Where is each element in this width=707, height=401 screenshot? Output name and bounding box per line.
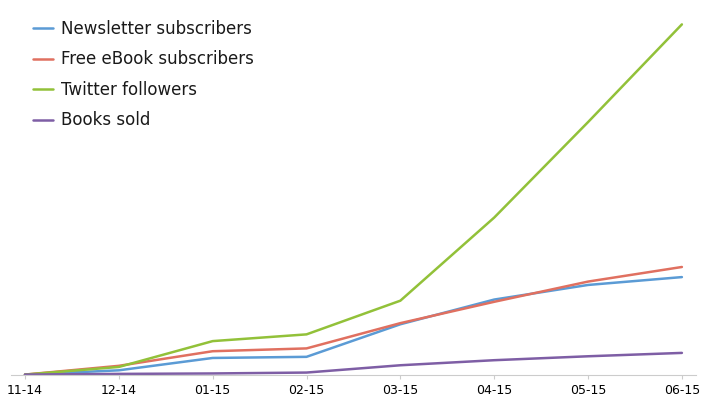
Twitter followers	[490, 215, 498, 220]
Books sold	[115, 371, 123, 376]
Newsletter subscribers	[677, 275, 686, 279]
Twitter followers	[209, 339, 217, 344]
Free eBook subscribers	[21, 372, 29, 377]
Line: Books sold: Books sold	[25, 353, 682, 375]
Free eBook subscribers	[677, 265, 686, 269]
Twitter followers	[677, 22, 686, 27]
Books sold	[677, 350, 686, 355]
Line: Free eBook subscribers: Free eBook subscribers	[25, 267, 682, 375]
Free eBook subscribers	[115, 363, 123, 368]
Free eBook subscribers	[396, 321, 404, 326]
Free eBook subscribers	[584, 279, 592, 284]
Free eBook subscribers	[209, 349, 217, 354]
Twitter followers	[21, 372, 29, 377]
Books sold	[584, 354, 592, 358]
Newsletter subscribers	[209, 356, 217, 360]
Line: Newsletter subscribers: Newsletter subscribers	[25, 277, 682, 375]
Twitter followers	[396, 298, 404, 303]
Newsletter subscribers	[396, 322, 404, 327]
Twitter followers	[584, 119, 592, 124]
Free eBook subscribers	[303, 346, 311, 351]
Legend: Newsletter subscribers, Free eBook subscribers, Twitter followers, Books sold: Newsletter subscribers, Free eBook subsc…	[33, 20, 254, 130]
Newsletter subscribers	[490, 297, 498, 302]
Twitter followers	[303, 332, 311, 337]
Books sold	[490, 358, 498, 363]
Books sold	[209, 371, 217, 376]
Twitter followers	[115, 365, 123, 369]
Line: Twitter followers: Twitter followers	[25, 24, 682, 375]
Books sold	[396, 363, 404, 368]
Books sold	[21, 372, 29, 377]
Books sold	[303, 370, 311, 375]
Free eBook subscribers	[490, 300, 498, 304]
Newsletter subscribers	[115, 368, 123, 373]
Newsletter subscribers	[21, 372, 29, 377]
Newsletter subscribers	[584, 283, 592, 288]
Newsletter subscribers	[303, 354, 311, 359]
